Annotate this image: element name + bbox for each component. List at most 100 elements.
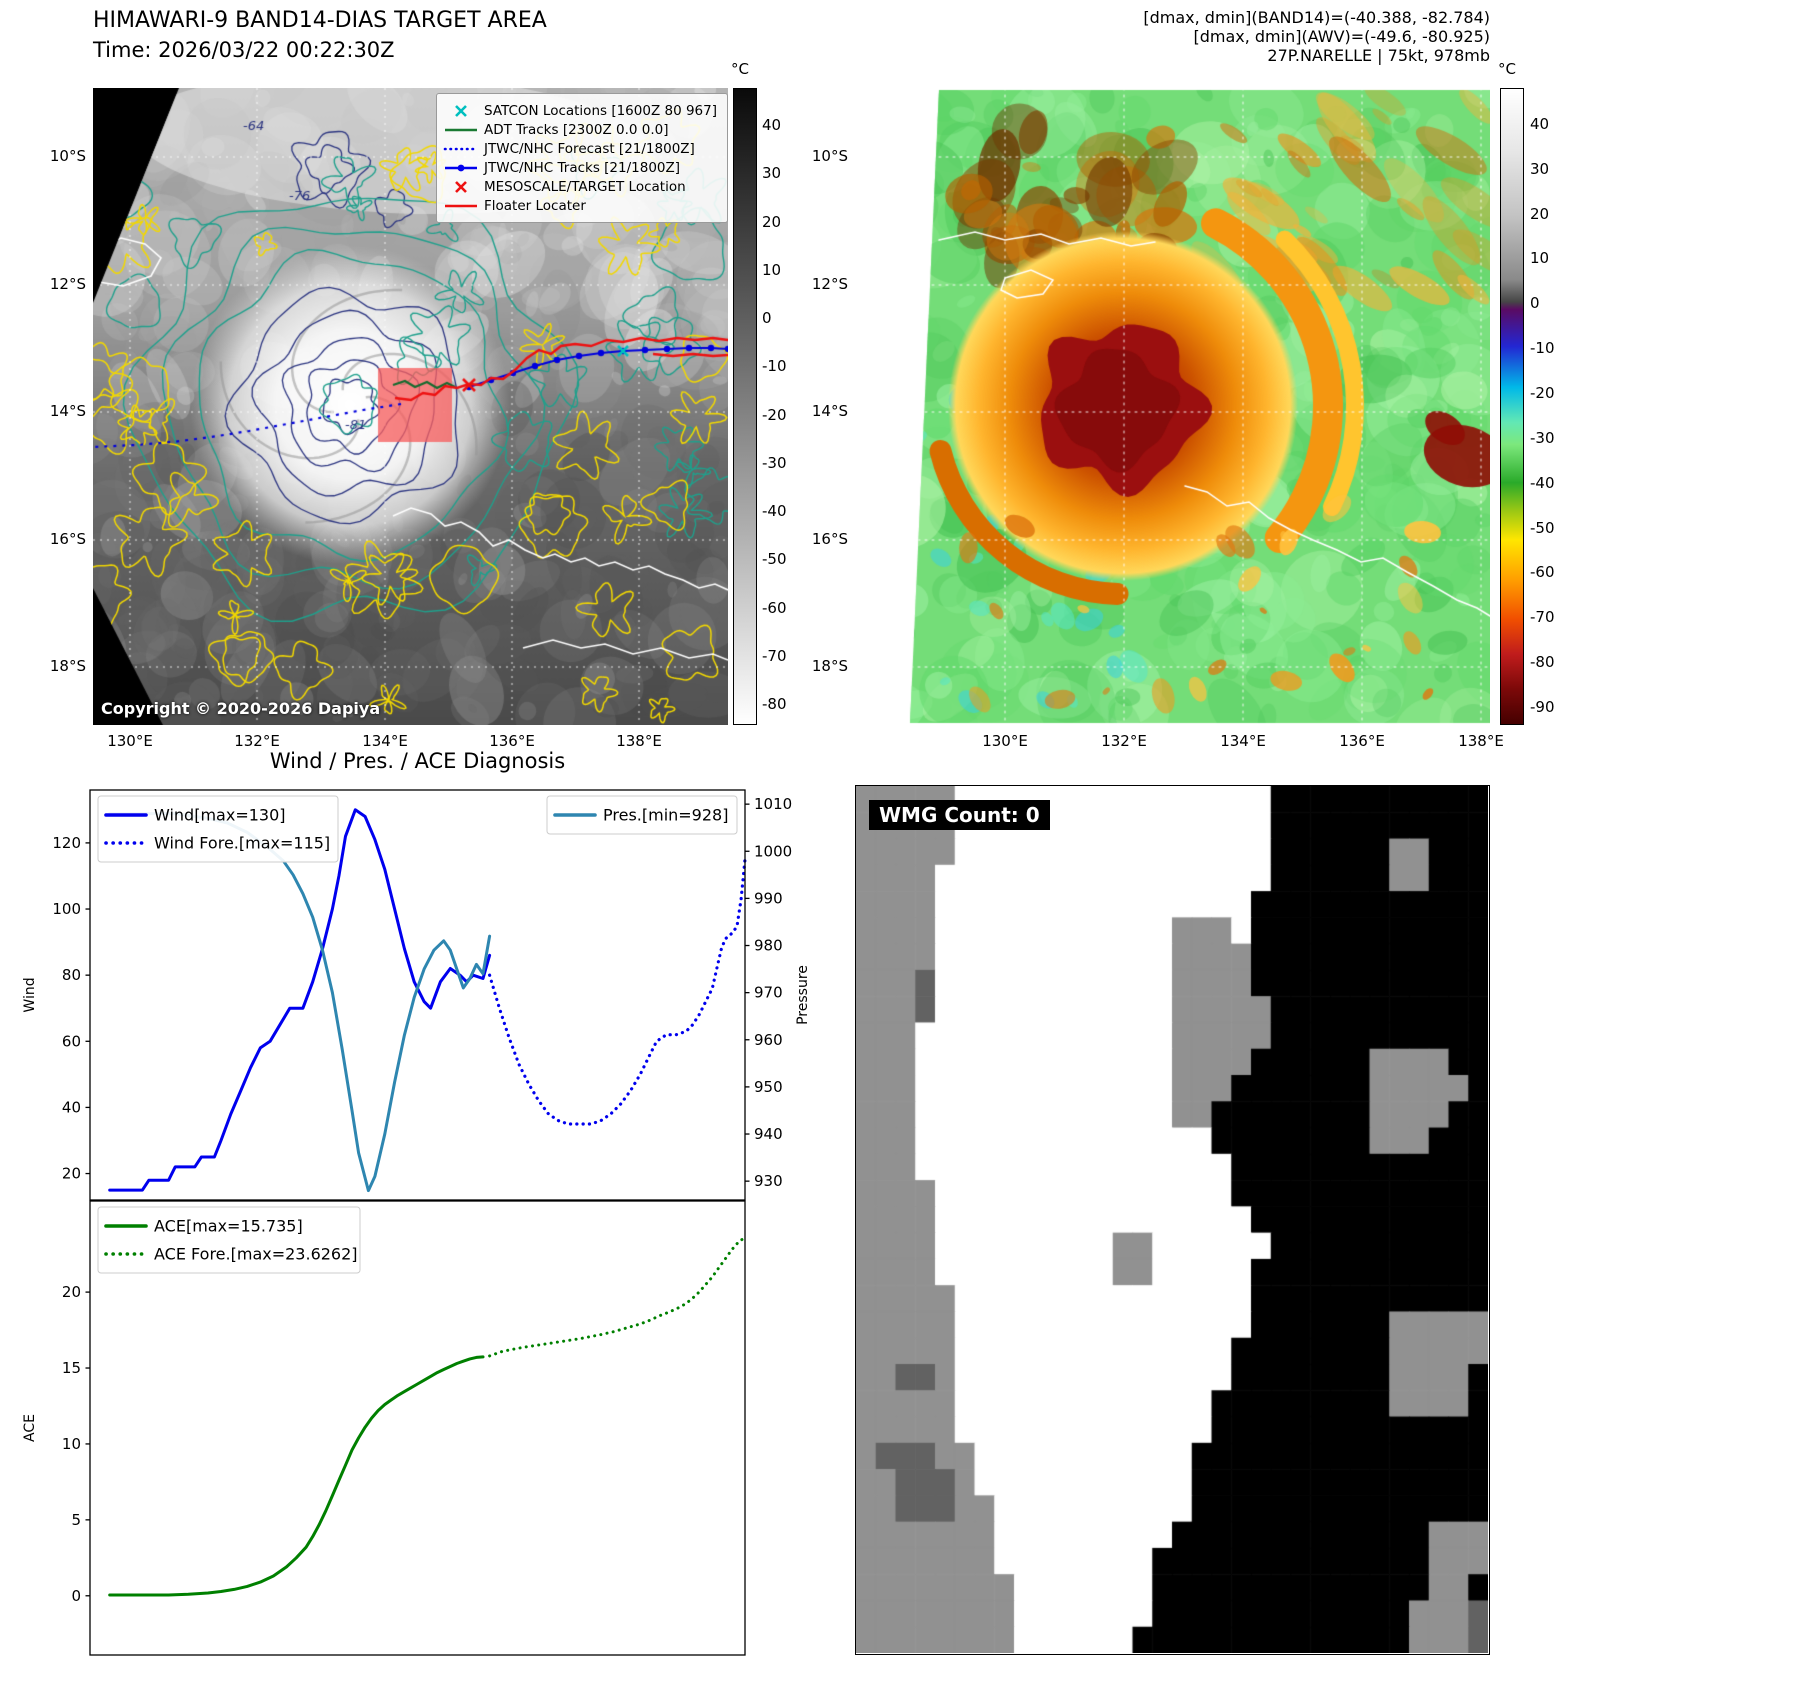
colorbar-tick: 10 xyxy=(762,260,782,279)
legend-entry: JTWC/NHC Forecast [21/1800Z] xyxy=(443,139,721,158)
y2-tick-label: 930 xyxy=(754,1172,783,1190)
legend-box xyxy=(97,1206,361,1274)
legend-label: ACE[max=15.735] xyxy=(154,1217,303,1236)
y2-tick-label: 1010 xyxy=(754,795,792,813)
y-tick-label: 40 xyxy=(62,1098,81,1116)
colorbar-tick: -60 xyxy=(762,598,787,617)
colorbar-tick: -90 xyxy=(1530,698,1555,717)
panelA-lon-tick: 136°E xyxy=(489,732,535,750)
panelB-lat-tick: 10°S xyxy=(811,147,848,165)
y-tick-label: 10 xyxy=(62,1435,81,1453)
wmg-panel xyxy=(855,785,1490,1655)
colorbar-tick: -30 xyxy=(762,453,787,472)
wind-pressure-chart: 20 40 60 80 100 120 Wind 930 940 950 960 970 980 990 1… xyxy=(22,789,811,1201)
y2-tick-label: 960 xyxy=(754,1031,783,1049)
legend-entry-label: JTWC/NHC Tracks [21/1800Z] xyxy=(484,159,681,176)
panelB-header-storm: 27P.NARELLE | 75kt, 978mb xyxy=(1267,46,1490,65)
panelA-lat-tick: 10°S xyxy=(49,147,86,165)
y-tick-label: 120 xyxy=(52,834,81,852)
y-tick-label: 15 xyxy=(62,1359,81,1377)
colorbar-tick: 40 xyxy=(1530,114,1550,133)
colorbar-tick: 0 xyxy=(1530,294,1540,313)
y-tick-label: 80 xyxy=(62,966,81,984)
dotted-marker-icon xyxy=(443,147,479,150)
panelA-legend: SATCON Locations [1600Z 80 967] ADT Track… xyxy=(436,93,728,223)
line-dot-marker-icon xyxy=(445,164,477,171)
legend-entry: JTWC/NHC Tracks [21/1800Z] xyxy=(443,158,721,177)
charts-title: Wind / Pres. / ACE Diagnosis xyxy=(269,749,566,773)
y-tick-label: 60 xyxy=(62,1032,81,1050)
colorbar-tick: -60 xyxy=(1530,563,1555,582)
y2-tick-label: 1000 xyxy=(754,842,792,860)
panelA-lon-tick: 138°E xyxy=(616,732,662,750)
y-tick-label: 5 xyxy=(71,1511,81,1529)
panelA-lon-tick: 132°E xyxy=(234,732,280,750)
colorbar-tick: -50 xyxy=(762,550,787,569)
right-axis-label: Pressure xyxy=(795,965,811,1025)
left-axis-label: ACE xyxy=(22,1414,38,1442)
colorbar-tick: 20 xyxy=(1530,204,1550,223)
copyright-watermark: Copyright © 2020-2026 Dapiya xyxy=(101,699,381,718)
enhanced-ir-satellite-map xyxy=(855,88,1490,725)
y-tick-label: 100 xyxy=(52,900,81,918)
y2-tick-label: 970 xyxy=(754,984,783,1002)
y2-tick-label: 950 xyxy=(754,1078,783,1096)
series-wind xyxy=(108,808,492,1192)
legend-entry: MESOSCALE/TARGET Location xyxy=(443,177,721,196)
line-marker-icon xyxy=(445,204,477,207)
legend-box xyxy=(97,795,339,863)
legend-entry-label: JTWC/NHC Forecast [21/1800Z] xyxy=(484,140,695,157)
colorbar-tick: -70 xyxy=(762,646,787,665)
series-ace xyxy=(108,1355,485,1597)
line-marker-icon xyxy=(445,128,477,131)
panelB-lon-tick: 138°E xyxy=(1458,732,1504,750)
panelA-lat-tick: 16°S xyxy=(49,530,86,548)
plot-frame xyxy=(89,1200,746,1656)
colorbar-tick: -10 xyxy=(762,357,787,376)
colorbar-tick: 0 xyxy=(762,309,772,328)
series-wind-fore- xyxy=(488,857,747,1126)
y-tick-label: 0 xyxy=(71,1587,81,1605)
panelB-lon-tick: 136°E xyxy=(1339,732,1385,750)
panelB-header-band14: [dmax, dmin](BAND14)=(-40.388, -82.784) xyxy=(1143,8,1490,27)
panelB-lat-tick: 16°S xyxy=(811,530,848,548)
ace-chart: 0 5 10 15 20 ACE ACE[max=15.735] ACE Fore.[max=… xyxy=(22,1200,747,1656)
colorbar-tick: -10 xyxy=(1530,339,1555,358)
colorbar-tick: 20 xyxy=(762,212,782,231)
panelB-colorbar xyxy=(1500,88,1524,725)
y2-tick-label: 980 xyxy=(754,937,783,955)
colorbar-tick: -80 xyxy=(762,695,787,714)
panelA-colorbar-unit: °C xyxy=(731,60,749,78)
panelB-lon-tick: 130°E xyxy=(982,732,1028,750)
panelB-colorbar-unit: °C xyxy=(1498,60,1516,78)
legend-entry-label: Floater Locater xyxy=(484,197,586,214)
panelA-title: HIMAWARI-9 BAND14-DIAS TARGET AREA xyxy=(93,8,547,33)
legend-label: Wind[max=130] xyxy=(154,806,286,825)
wmg-count-label: WMG Count: 0 xyxy=(869,800,1050,830)
legend-entry: ADT Tracks [2300Z 0.0 0.0] xyxy=(443,120,721,139)
colorbar-tick: -30 xyxy=(1530,428,1555,447)
plot-frame xyxy=(89,789,746,1201)
colorbar-tick: 30 xyxy=(1530,159,1550,178)
legend-box xyxy=(546,795,738,835)
legend-entry-label: ADT Tracks [2300Z 0.0 0.0] xyxy=(484,121,669,138)
panelB-lon-tick: 134°E xyxy=(1220,732,1266,750)
series-ace-fore- xyxy=(488,1235,747,1358)
legend-entry-label: MESOSCALE/TARGET Location xyxy=(484,178,686,195)
legend-entry: SATCON Locations [1600Z 80 967] xyxy=(443,101,721,120)
colorbar-tick: -40 xyxy=(1530,473,1555,492)
panelB-header-awv: [dmax, dmin](AWV)=(-49.6, -80.925) xyxy=(1193,27,1490,46)
panelB-lat-tick: 12°S xyxy=(811,275,848,293)
panelA-lat-tick: 18°S xyxy=(49,657,86,675)
colorbar-tick: -20 xyxy=(762,405,787,424)
legend-label: Pres.[min=928] xyxy=(603,806,728,825)
colorbar-tick: 40 xyxy=(762,116,782,135)
colorbar-tick: -70 xyxy=(1530,608,1555,627)
panelB-lat-tick: 18°S xyxy=(811,657,848,675)
panelA-colorbar xyxy=(733,88,757,725)
legend-entry-label: SATCON Locations [1600Z 80 967] xyxy=(484,102,717,119)
x-marker-icon xyxy=(455,104,467,117)
legend-label: Wind Fore.[max=115] xyxy=(154,834,330,853)
y2-tick-label: 940 xyxy=(754,1125,783,1143)
